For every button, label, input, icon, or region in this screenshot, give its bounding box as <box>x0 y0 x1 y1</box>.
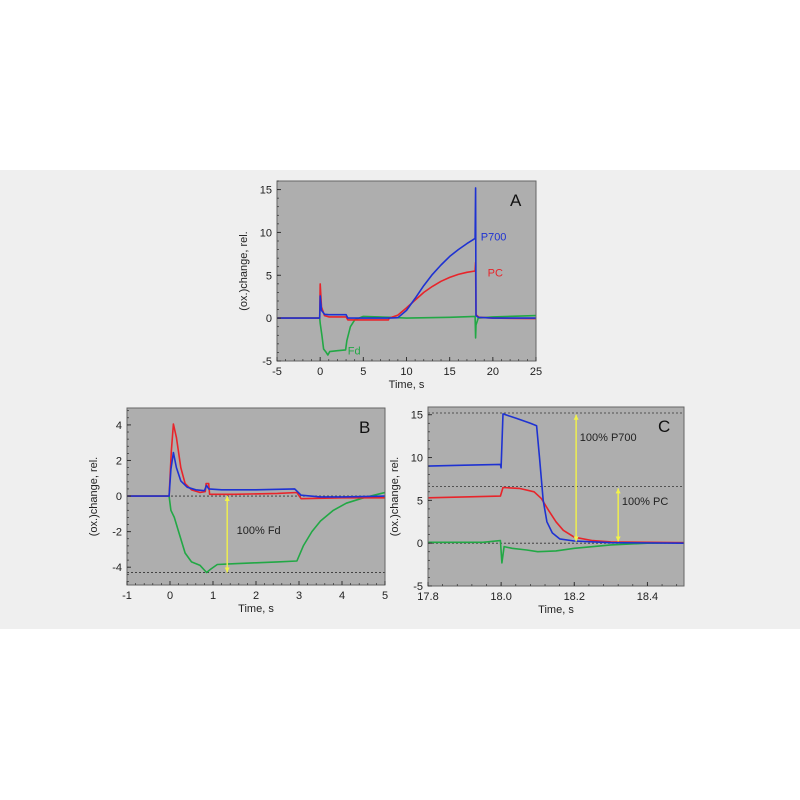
panel-letter: A <box>510 191 522 210</box>
annotation-label: 100% Fd <box>237 525 281 537</box>
chart-panel-b: -1 0 1 2 3 4 5 -4 -2 0 2 4 Time, s (ox.)change, rel. B… <box>88 407 388 615</box>
arrow-head-icon <box>615 488 621 494</box>
series-line-fd <box>277 314 536 356</box>
x-tick-label: 20 <box>487 366 499 378</box>
series-label-p700: P700 <box>481 232 507 244</box>
x-tick-label: -5 <box>272 366 282 378</box>
y-tick-label: 10 <box>411 453 423 465</box>
plot-area <box>277 181 536 361</box>
series-line-p700 <box>277 187 536 319</box>
x-tick-label: -1 <box>122 590 132 602</box>
x-tick-label: 1 <box>210 590 216 602</box>
x-tick-label: 25 <box>530 366 542 378</box>
y-tick-label: -5 <box>413 581 423 593</box>
x-tick-label: 10 <box>400 366 412 378</box>
arrow-head-icon <box>615 536 621 542</box>
series-line-p700 <box>127 451 385 498</box>
chart-panel-c: 17.8 18.0 18.2 18.4 -5 0 5 10 15 Time, s (ox.)chan… <box>389 406 685 616</box>
series-line-fd <box>428 539 684 564</box>
x-tick-label: 4 <box>339 590 345 602</box>
x-tick-label: 15 <box>444 366 456 378</box>
x-tick-label: 5 <box>382 590 388 602</box>
x-tick-label: 0 <box>317 366 323 378</box>
y-axis-title: (ox.)change, rel. <box>389 457 401 536</box>
y-tick-label: 5 <box>417 495 423 507</box>
x-axis-title: Time, s <box>238 603 274 615</box>
y-tick-label: 0 <box>266 313 272 325</box>
x-axis-title: Time, s <box>538 604 574 616</box>
y-tick-label: 0 <box>417 538 423 550</box>
y-tick-label: 0 <box>116 491 122 503</box>
arrow-head-icon <box>573 536 579 542</box>
annotation-label: 100% PC <box>622 496 669 508</box>
y-tick-label: -2 <box>112 527 122 539</box>
plot-frame <box>427 406 685 587</box>
series-line-pc <box>127 423 385 500</box>
series-line-pc <box>428 486 684 544</box>
arrow-head-icon <box>224 567 230 573</box>
y-tick-label: -5 <box>262 356 272 368</box>
series-line-p700 <box>428 413 684 544</box>
y-tick-label: 5 <box>266 270 272 282</box>
series-label-fd: Fd <box>348 346 361 358</box>
panel-letter: B <box>359 418 370 437</box>
y-tick-label: 15 <box>260 185 272 197</box>
x-tick-label: 2 <box>253 590 259 602</box>
y-tick-label: 4 <box>116 420 122 432</box>
x-tick-label: 18.0 <box>490 591 511 603</box>
series-label-pc: PC <box>488 268 503 280</box>
y-axis-title: (ox.)change, rel. <box>88 457 100 536</box>
arrow-head-icon <box>573 414 579 420</box>
chart-panel-a: -5 0 5 10 15 20 25 -5 0 5 10 15 Time, s (ox.)change, … <box>238 180 542 391</box>
x-tick-label: 0 <box>167 590 173 602</box>
x-tick-label: 18.2 <box>564 591 585 603</box>
y-tick-label: 2 <box>116 455 122 467</box>
x-tick-label: 18.4 <box>637 591 658 603</box>
y-tick-label: 15 <box>411 410 423 422</box>
y-axis-title: (ox.)change, rel. <box>238 231 250 310</box>
x-tick-label: 5 <box>360 366 366 378</box>
annotation-label: 100% P700 <box>580 432 637 444</box>
series-line-fd <box>127 491 385 574</box>
x-tick-label: 3 <box>296 590 302 602</box>
y-tick-label: -4 <box>112 562 122 574</box>
x-tick-label: 17.8 <box>417 591 438 603</box>
x-axis-title: Time, s <box>389 379 425 391</box>
arrow-head-icon <box>224 496 230 502</box>
panel-letter: C <box>658 417 670 436</box>
y-tick-label: 10 <box>260 227 272 239</box>
